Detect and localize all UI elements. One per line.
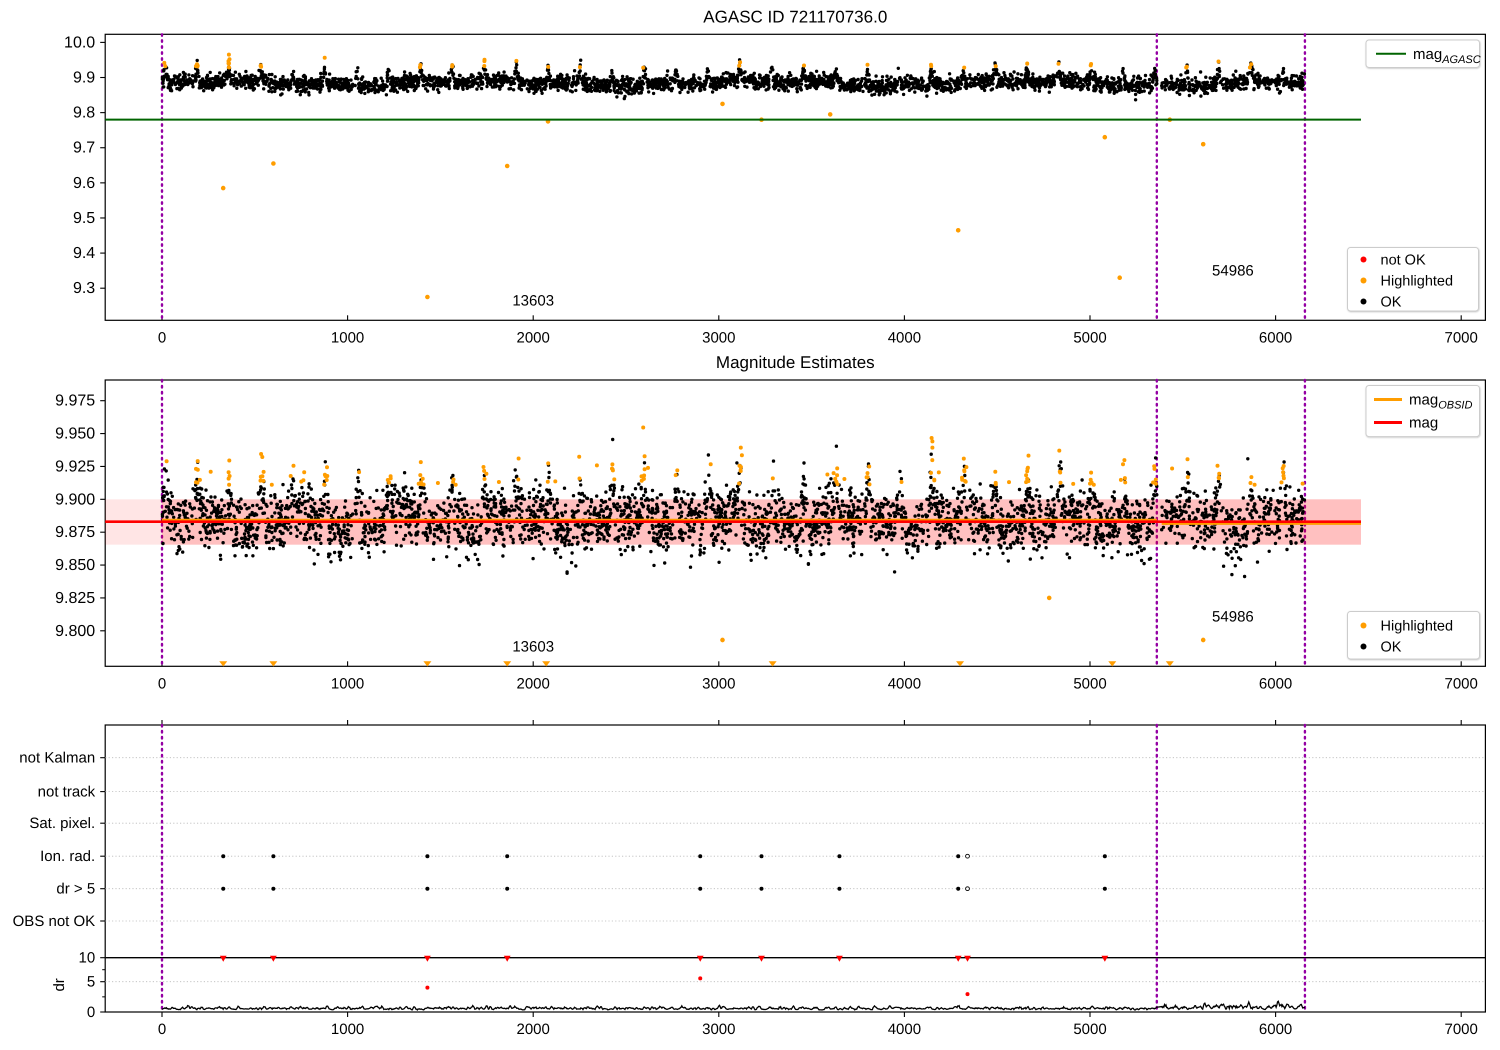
svg-text:9.925: 9.925	[55, 458, 95, 475]
svg-text:OBS not OK: OBS not OK	[13, 913, 96, 930]
svg-text:Highlighted: Highlighted	[1381, 619, 1454, 635]
svg-text:9.950: 9.950	[55, 426, 95, 443]
svg-text:5000: 5000	[1073, 329, 1106, 346]
svg-text:3000: 3000	[702, 675, 735, 692]
svg-text:9.975: 9.975	[55, 393, 95, 410]
svg-text:0: 0	[158, 675, 166, 692]
svg-text:9.900: 9.900	[55, 491, 95, 508]
svg-text:Magnitude Estimates: Magnitude Estimates	[716, 353, 875, 372]
svg-text:dr: dr	[51, 978, 68, 991]
svg-text:9.4: 9.4	[73, 245, 95, 262]
svg-text:54986: 54986	[1212, 262, 1254, 279]
svg-text:10: 10	[79, 950, 96, 967]
svg-text:6000: 6000	[1259, 1021, 1292, 1038]
svg-text:0: 0	[158, 329, 166, 346]
svg-text:6000: 6000	[1259, 329, 1292, 346]
svg-text:9.6: 9.6	[73, 175, 95, 192]
svg-text:OK: OK	[1381, 295, 1402, 311]
svg-text:Ion. rad.: Ion. rad.	[40, 848, 95, 865]
svg-text:2000: 2000	[517, 1021, 550, 1038]
svg-text:9.850: 9.850	[55, 557, 95, 574]
svg-text:dr > 5: dr > 5	[56, 881, 95, 898]
svg-text:not OK: not OK	[1381, 253, 1426, 269]
svg-text:Sat. pixel.: Sat. pixel.	[29, 815, 95, 832]
svg-text:13603: 13603	[512, 638, 554, 655]
svg-text:5000: 5000	[1073, 675, 1106, 692]
svg-text:7000: 7000	[1445, 1021, 1478, 1038]
svg-text:7000: 7000	[1445, 329, 1478, 346]
svg-text:9.9: 9.9	[73, 70, 95, 87]
svg-text:9.5: 9.5	[73, 210, 95, 227]
svg-text:3000: 3000	[702, 1021, 735, 1038]
svg-text:2000: 2000	[517, 675, 550, 692]
svg-text:9.8: 9.8	[73, 105, 95, 122]
svg-text:9.825: 9.825	[55, 590, 95, 607]
svg-text:4000: 4000	[888, 1021, 921, 1038]
svg-text:not Kalman: not Kalman	[19, 750, 95, 767]
svg-text:9.3: 9.3	[73, 280, 95, 297]
svg-text:4000: 4000	[888, 329, 921, 346]
svg-text:10.0: 10.0	[64, 34, 95, 51]
svg-text:5: 5	[87, 974, 95, 991]
svg-text:OK: OK	[1381, 640, 1402, 656]
svg-text:mag: mag	[1409, 415, 1438, 432]
svg-text:1000: 1000	[331, 329, 364, 346]
svg-text:13603: 13603	[512, 292, 554, 309]
svg-text:1000: 1000	[331, 675, 364, 692]
svg-text:Highlighted: Highlighted	[1381, 274, 1454, 290]
svg-text:0: 0	[158, 1021, 166, 1038]
svg-text:9.875: 9.875	[55, 524, 95, 541]
svg-text:not track: not track	[38, 784, 96, 801]
svg-text:9.800: 9.800	[55, 623, 95, 640]
svg-text:0: 0	[87, 1004, 95, 1021]
svg-text:3000: 3000	[702, 329, 735, 346]
svg-text:2000: 2000	[517, 329, 550, 346]
svg-text:4000: 4000	[888, 675, 921, 692]
svg-text:54986: 54986	[1212, 608, 1254, 625]
svg-text:6000: 6000	[1259, 675, 1292, 692]
svg-text:5000: 5000	[1073, 1021, 1106, 1038]
svg-text:AGASC ID 721170736.0: AGASC ID 721170736.0	[703, 7, 887, 26]
svg-text:1000: 1000	[331, 1021, 364, 1038]
svg-text:9.7: 9.7	[73, 140, 95, 157]
svg-text:7000: 7000	[1445, 675, 1478, 692]
